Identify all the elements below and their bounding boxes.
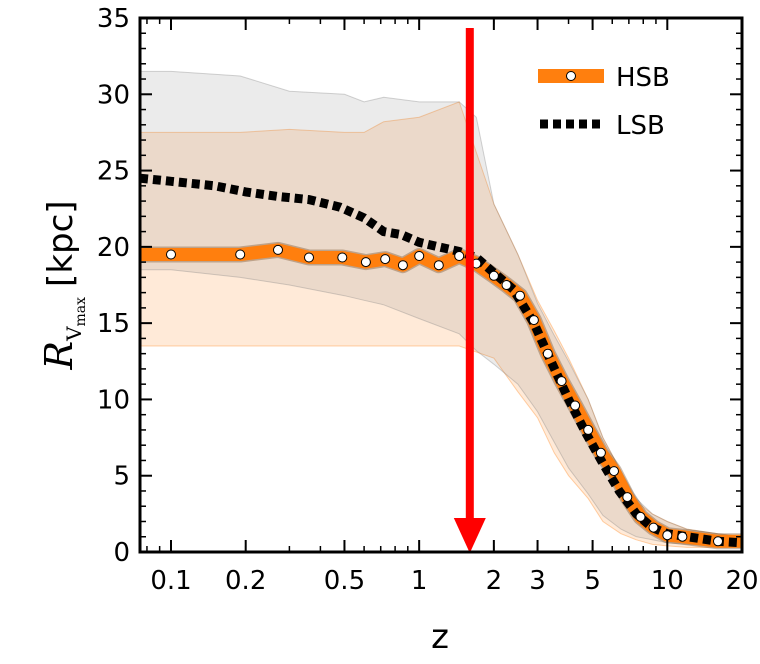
x-tick-label: 10 <box>651 566 684 596</box>
legend-lsb-label: LSB <box>616 111 665 141</box>
spread-bands <box>139 70 743 548</box>
axes-frame <box>138 16 744 554</box>
legend-hsb-marker <box>566 71 576 81</box>
x-tick-label: 20 <box>725 566 758 596</box>
x-tick-label: 0.1 <box>150 566 191 596</box>
y-axis-unit: [kpc] <box>41 200 81 287</box>
plot-frame <box>138 16 744 554</box>
hsb-point <box>542 348 553 359</box>
y-tick-label: 20 <box>97 233 130 263</box>
x-tick-label: 0.2 <box>225 566 266 596</box>
series-lsb-line <box>139 173 743 548</box>
redshift-arrow <box>453 28 486 553</box>
hsb-point <box>583 424 594 435</box>
hsb-point <box>166 249 176 260</box>
y-tick-label: 30 <box>97 80 130 110</box>
x-tick-label: 0.5 <box>324 566 365 596</box>
hsb-point <box>337 252 348 263</box>
hsb-point <box>360 257 371 268</box>
hsb-point <box>273 244 283 255</box>
hsb-point <box>556 376 567 387</box>
hsb-point <box>235 249 246 260</box>
hsb-point <box>609 466 619 477</box>
hsb-point <box>304 252 314 263</box>
hsb-point <box>433 260 444 271</box>
y-axis-subscript: V <box>62 326 86 342</box>
hsb-point <box>397 260 408 271</box>
hsb-point <box>713 536 723 547</box>
y-axis-ticks: 0 5 10 15 20 25 30 35 <box>97 4 742 568</box>
x-axis-ticks: 0.1 0.2 0.5 1 2 3 5 10 20 <box>146 18 759 596</box>
hsb-point <box>662 530 673 541</box>
legend-hsb-label: HSB <box>616 63 670 93</box>
y-axis-subsubscript: max <box>73 297 89 327</box>
hsb-markers <box>166 244 723 547</box>
hsb-point <box>515 290 525 301</box>
x-axis-label: z <box>431 617 449 657</box>
svg-text:RVmax[kpc]: RVmax [kpc] <box>37 200 89 370</box>
hsb-point <box>677 531 688 542</box>
hsb-point <box>501 280 512 290</box>
y-tick-label: 15 <box>97 309 130 339</box>
hsb-point <box>454 251 465 261</box>
x-tick-label: 1 <box>411 566 428 596</box>
x-tick-label: 5 <box>584 566 601 596</box>
hsb-point <box>648 522 659 533</box>
y-tick-label: 0 <box>113 538 130 568</box>
hsb-point <box>414 251 425 261</box>
y-tick-label: 10 <box>97 385 130 415</box>
y-axis-label: RVmax [kpc] <box>37 200 89 370</box>
hsb-point <box>622 492 633 503</box>
legend: HSB LSB <box>538 63 670 141</box>
hsb-point <box>488 270 499 281</box>
hsb-point <box>380 254 391 265</box>
x-tick-label: 3 <box>529 566 546 596</box>
y-tick-label: 35 <box>97 4 130 34</box>
y-tick-label: 5 <box>113 462 130 492</box>
hsb-point <box>528 315 539 326</box>
hsb-point <box>635 511 646 522</box>
arrow-head <box>453 518 486 553</box>
hsb-point <box>570 400 581 411</box>
hsb-point <box>595 447 606 458</box>
y-axis-symbol: R <box>37 341 81 371</box>
y-tick-label: 25 <box>97 157 130 187</box>
x-tick-label: 2 <box>486 566 503 596</box>
